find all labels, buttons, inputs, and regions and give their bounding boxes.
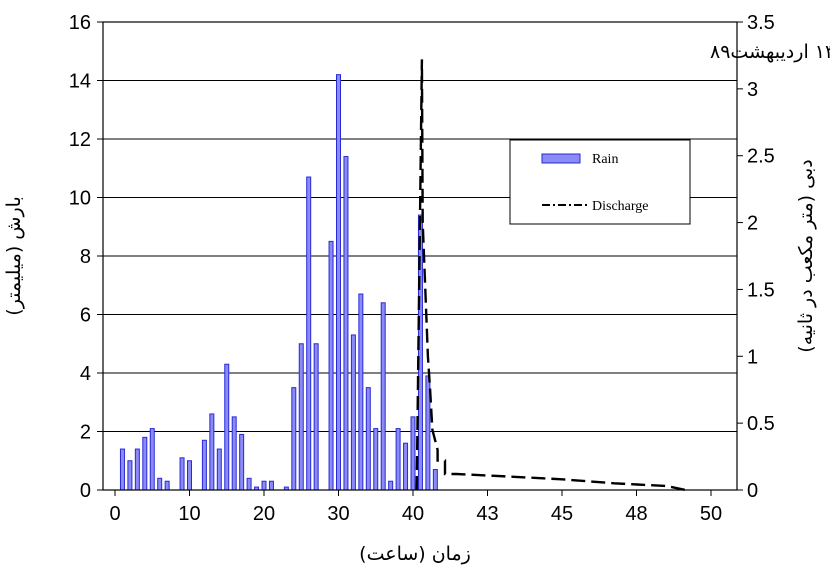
rain-bar — [209, 413, 215, 491]
rain-bar — [306, 176, 312, 491]
y-right-tick-label: 2 — [747, 213, 758, 235]
y-right-tick-label: 0 — [747, 480, 758, 502]
x-tick-label: 45 — [551, 503, 573, 525]
y-right-tick-label: 1.5 — [747, 279, 775, 301]
y-left-tick-label: 16 — [69, 12, 91, 34]
y-right-tick-label: 2.5 — [747, 146, 775, 168]
rain-bar — [410, 416, 416, 491]
y-right-axis-title: دبی (متر مکعب در ثانیه) — [795, 159, 817, 352]
rain-bar — [261, 480, 267, 491]
rain-bar — [149, 428, 155, 491]
discharge-line — [415, 59, 686, 492]
rain-bar — [142, 436, 148, 491]
y-left-tick-label: 6 — [80, 305, 91, 327]
x-tick-label: 48 — [625, 503, 647, 525]
legend-rain-swatch — [541, 153, 581, 164]
x-tick-label: 20 — [253, 503, 275, 525]
rain-bar — [328, 240, 334, 491]
rain-bar — [239, 433, 245, 491]
rain-bar — [373, 428, 379, 491]
legend-rain-label: Rain — [592, 152, 618, 167]
legend-box — [509, 139, 691, 225]
x-tick-label: 30 — [327, 503, 349, 525]
y-right-tick-label: 3.5 — [747, 12, 775, 34]
y-left-tick-label: 0 — [80, 480, 91, 502]
rain-bar — [358, 293, 364, 491]
x-tick-label: 40 — [402, 503, 424, 525]
rain-bar — [179, 457, 185, 491]
discharge-series-line — [415, 59, 686, 492]
chart-annotation: الف: ۱۳ اردیبهشت۸۹ — [710, 41, 830, 63]
y-left-tick-label: 10 — [69, 188, 91, 210]
rain-bars — [119, 74, 438, 491]
rain-bar — [216, 448, 222, 491]
axes — [97, 21, 743, 496]
rain-bar — [350, 334, 356, 491]
rain-bar — [395, 428, 401, 491]
rain-bar — [313, 343, 319, 491]
rain-bar — [231, 416, 237, 491]
rain-bar — [298, 343, 304, 491]
x-tick-label: 50 — [700, 503, 722, 525]
rain-bar — [403, 442, 409, 491]
rain-bar — [365, 387, 371, 491]
rain-bar — [380, 302, 386, 491]
y-left-tick-label: 14 — [69, 71, 91, 93]
rain-bar — [134, 448, 140, 491]
y-left-tick-label: 2 — [80, 422, 91, 444]
legend: Rain Discharge — [509, 139, 691, 225]
y-left-axis-title: بارش (میلیمتر) — [3, 196, 25, 315]
rain-bar — [164, 480, 170, 491]
rain-bar — [336, 74, 341, 491]
rain-bar — [268, 480, 274, 491]
rain-bar — [388, 480, 394, 491]
legend-discharge-label: Discharge — [592, 199, 649, 214]
y-right-tick-label: 3 — [747, 79, 758, 101]
x-tick-label: 43 — [476, 503, 498, 525]
rain-bar — [432, 469, 438, 491]
x-tick-label: 10 — [178, 503, 200, 525]
y-left-tick-label: 8 — [80, 246, 91, 268]
y-right-tick-label: 1 — [747, 346, 758, 368]
y-right-tick-label: 0.5 — [747, 413, 775, 435]
rain-bar — [246, 477, 252, 491]
rain-bar — [157, 477, 163, 491]
x-axis-title: زمان (ساعت) — [359, 543, 471, 565]
rain-bar — [291, 387, 297, 491]
y-left-tick-label: 4 — [80, 363, 91, 385]
rain-bar — [187, 460, 192, 491]
rain-bar — [127, 460, 133, 491]
x-tick-label: 0 — [109, 503, 120, 525]
rain-bar — [343, 156, 349, 491]
rain-bar — [201, 439, 207, 491]
y-left-tick-label: 12 — [69, 129, 91, 151]
rain-bar — [224, 363, 230, 491]
rain-bar — [119, 448, 125, 491]
axis-texts: 0 2 4 6 8 10 12 14 16 0 0.5 1 1.5 2 2.5 3 3.5 0 10 20 30 40 43… — [3, 12, 830, 565]
